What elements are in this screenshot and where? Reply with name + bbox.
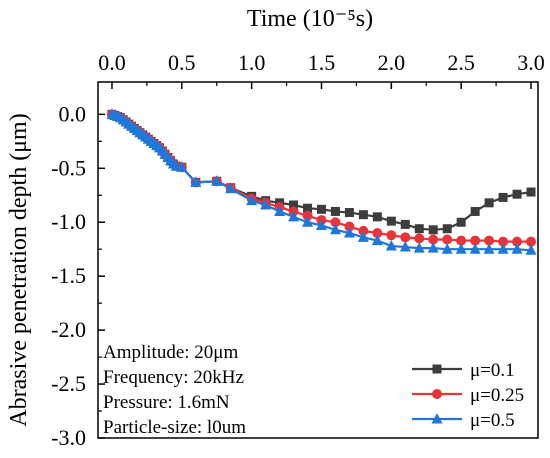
data-point xyxy=(302,216,314,227)
data-point xyxy=(526,187,536,197)
legend-label: μ=0.25 xyxy=(470,385,524,406)
data-point xyxy=(386,216,396,226)
data-point xyxy=(344,221,355,232)
x-tick-label: 0.0 xyxy=(98,50,126,75)
data-point xyxy=(358,225,369,236)
data-point xyxy=(469,243,481,254)
annotation-layer: Amplitude: 20μm Frequency: 20kHz Pressure:… xyxy=(103,342,246,438)
plot-frame xyxy=(97,81,539,439)
data-point xyxy=(274,205,286,216)
data-point xyxy=(470,206,480,216)
x-tick-label: 2.5 xyxy=(447,50,475,75)
y-tick-label: -2.5 xyxy=(51,371,86,396)
data-point xyxy=(413,242,425,253)
data-point xyxy=(225,182,237,194)
y-axis-title: Abrasive penetration depth (μm) xyxy=(6,113,32,426)
legend-marker xyxy=(431,413,443,424)
data-point xyxy=(498,192,508,202)
data-point xyxy=(211,175,223,186)
legend-marker xyxy=(432,364,442,374)
data-point xyxy=(456,217,466,227)
data-point xyxy=(525,244,537,255)
axes-layer: 0.0 0.5 1.0 1.5 2.0 2.5 3.0 0.0 -0.5 -1.0 -1.5 -2.0… xyxy=(6,6,545,450)
data-point xyxy=(427,242,439,253)
y-tick-label: -0.5 xyxy=(51,155,86,180)
data-point xyxy=(358,210,368,220)
data-point xyxy=(483,243,495,254)
y-tick-label: 0.0 xyxy=(59,101,87,126)
data-point xyxy=(400,219,410,229)
data-point xyxy=(329,223,341,235)
legend: μ=0.1 μ=0.25 μ=0.5 xyxy=(412,360,524,431)
data-point xyxy=(526,236,537,247)
data-point xyxy=(442,234,453,245)
data-point xyxy=(441,243,453,254)
annotation-line: Pressure: 1.6mN xyxy=(103,392,230,413)
data-point xyxy=(246,194,258,206)
series-layer xyxy=(106,108,537,255)
data-point xyxy=(455,243,467,254)
data-point xyxy=(470,235,481,246)
x-tick-label: 1.5 xyxy=(308,50,336,75)
data-point xyxy=(386,230,397,241)
x-tick-label: 1.0 xyxy=(238,50,266,75)
data-point xyxy=(498,236,509,247)
legend-label: μ=0.1 xyxy=(470,360,515,381)
data-point xyxy=(190,176,202,187)
data-point xyxy=(484,198,494,208)
data-point xyxy=(428,234,439,245)
data-point xyxy=(357,231,369,242)
annotation-line: Frequency: 20kHz xyxy=(103,367,244,388)
data-point xyxy=(414,233,425,244)
plot-area xyxy=(97,81,539,439)
data-point xyxy=(289,200,299,210)
legend-label: μ=0.5 xyxy=(470,410,515,431)
annotation-line: Particle-size: l0um xyxy=(103,417,246,438)
data-point xyxy=(497,243,509,254)
data-point xyxy=(303,203,313,213)
data-point xyxy=(442,224,452,234)
legend-item: μ=0.5 xyxy=(412,410,515,431)
legend-item: μ=0.1 xyxy=(412,360,515,381)
x-axis-title: Time (10⁻⁵s) xyxy=(247,6,373,32)
data-point xyxy=(400,232,411,243)
data-point xyxy=(330,206,340,216)
data-point xyxy=(315,219,327,230)
data-point xyxy=(372,212,382,222)
data-point xyxy=(288,210,300,222)
y-tick-label: -1.0 xyxy=(51,209,86,234)
legend-marker xyxy=(432,389,442,399)
data-point xyxy=(343,227,355,238)
data-point xyxy=(372,228,383,239)
y-tick-label: -2.0 xyxy=(51,317,86,342)
data-point xyxy=(428,225,438,235)
data-point xyxy=(385,239,397,251)
data-point xyxy=(456,235,467,246)
x-tick-label: 0.5 xyxy=(168,50,196,75)
x-tick-label: 2.0 xyxy=(378,50,406,75)
data-point xyxy=(484,235,495,246)
series-triangle xyxy=(106,108,537,255)
data-point xyxy=(316,204,326,214)
annotation-line: Amplitude: 20μm xyxy=(103,342,238,363)
data-point xyxy=(344,208,354,218)
data-point xyxy=(302,210,313,221)
y-tick-label: -1.5 xyxy=(51,263,86,288)
data-point xyxy=(260,198,272,210)
y-tick-label: -3.0 xyxy=(51,425,86,450)
data-point xyxy=(371,234,383,246)
data-point xyxy=(330,217,341,228)
data-point xyxy=(511,243,523,254)
data-point xyxy=(512,236,523,247)
data-point xyxy=(399,241,411,252)
legend-item: μ=0.25 xyxy=(412,385,524,406)
data-point xyxy=(176,161,188,172)
data-point xyxy=(414,224,424,234)
data-point xyxy=(512,189,522,199)
x-tick-label: 3.0 xyxy=(517,50,545,75)
